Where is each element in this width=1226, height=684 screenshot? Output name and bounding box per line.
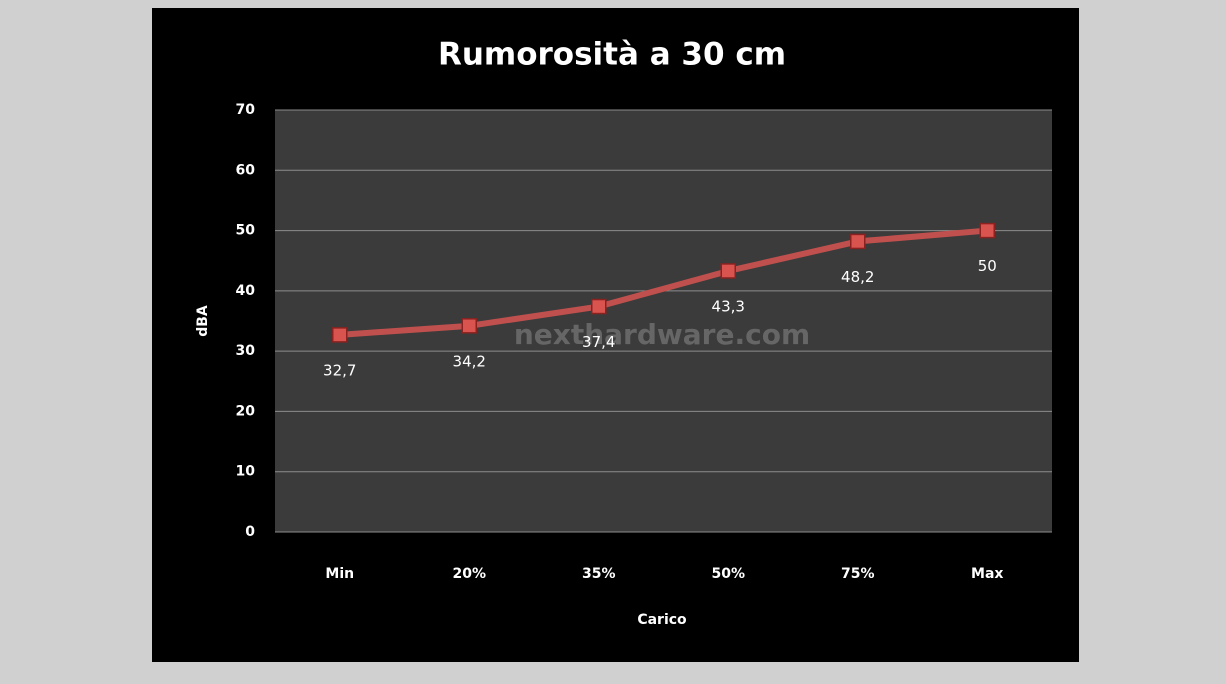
data-label: 32,7 bbox=[323, 361, 356, 379]
y-tick-label: 50 bbox=[236, 223, 256, 239]
chart-title: Rumorosità a 30 cm bbox=[438, 37, 786, 73]
watermark: nexthardware.com bbox=[514, 318, 810, 351]
data-label: 50 bbox=[978, 257, 997, 275]
y-axis-label: dBA bbox=[195, 305, 211, 337]
data-label: 37,4 bbox=[582, 333, 615, 351]
x-tick-label: 20% bbox=[452, 566, 486, 582]
y-tick-label: 60 bbox=[236, 162, 256, 178]
point-marker bbox=[979, 222, 995, 239]
x-tick-label: 50% bbox=[711, 566, 745, 582]
point-marker bbox=[461, 318, 477, 334]
data-label: 43,3 bbox=[712, 297, 745, 315]
y-tick-label: 70 bbox=[236, 102, 256, 118]
y-tick-label: 0 bbox=[245, 524, 255, 540]
point-marker bbox=[850, 233, 866, 250]
x-tick-label: 75% bbox=[841, 566, 875, 582]
series-line bbox=[336, 227, 991, 338]
point-marker bbox=[591, 298, 607, 315]
y-tick-label: 20 bbox=[236, 403, 256, 419]
y-tick-label: 30 bbox=[236, 343, 256, 359]
y-tick-label: 10 bbox=[236, 464, 256, 480]
x-tick-label: 35% bbox=[582, 566, 616, 582]
data-label: 48,2 bbox=[841, 268, 874, 286]
plot-area bbox=[275, 110, 1052, 532]
x-tick-label: Max bbox=[971, 566, 1003, 582]
x-tick-label: Min bbox=[325, 566, 354, 582]
x-axis-label: Carico bbox=[637, 612, 687, 628]
data-label: 34,2 bbox=[453, 352, 486, 370]
point-marker bbox=[720, 263, 736, 279]
y-tick-label: 40 bbox=[236, 283, 256, 299]
point-marker bbox=[332, 327, 348, 343]
